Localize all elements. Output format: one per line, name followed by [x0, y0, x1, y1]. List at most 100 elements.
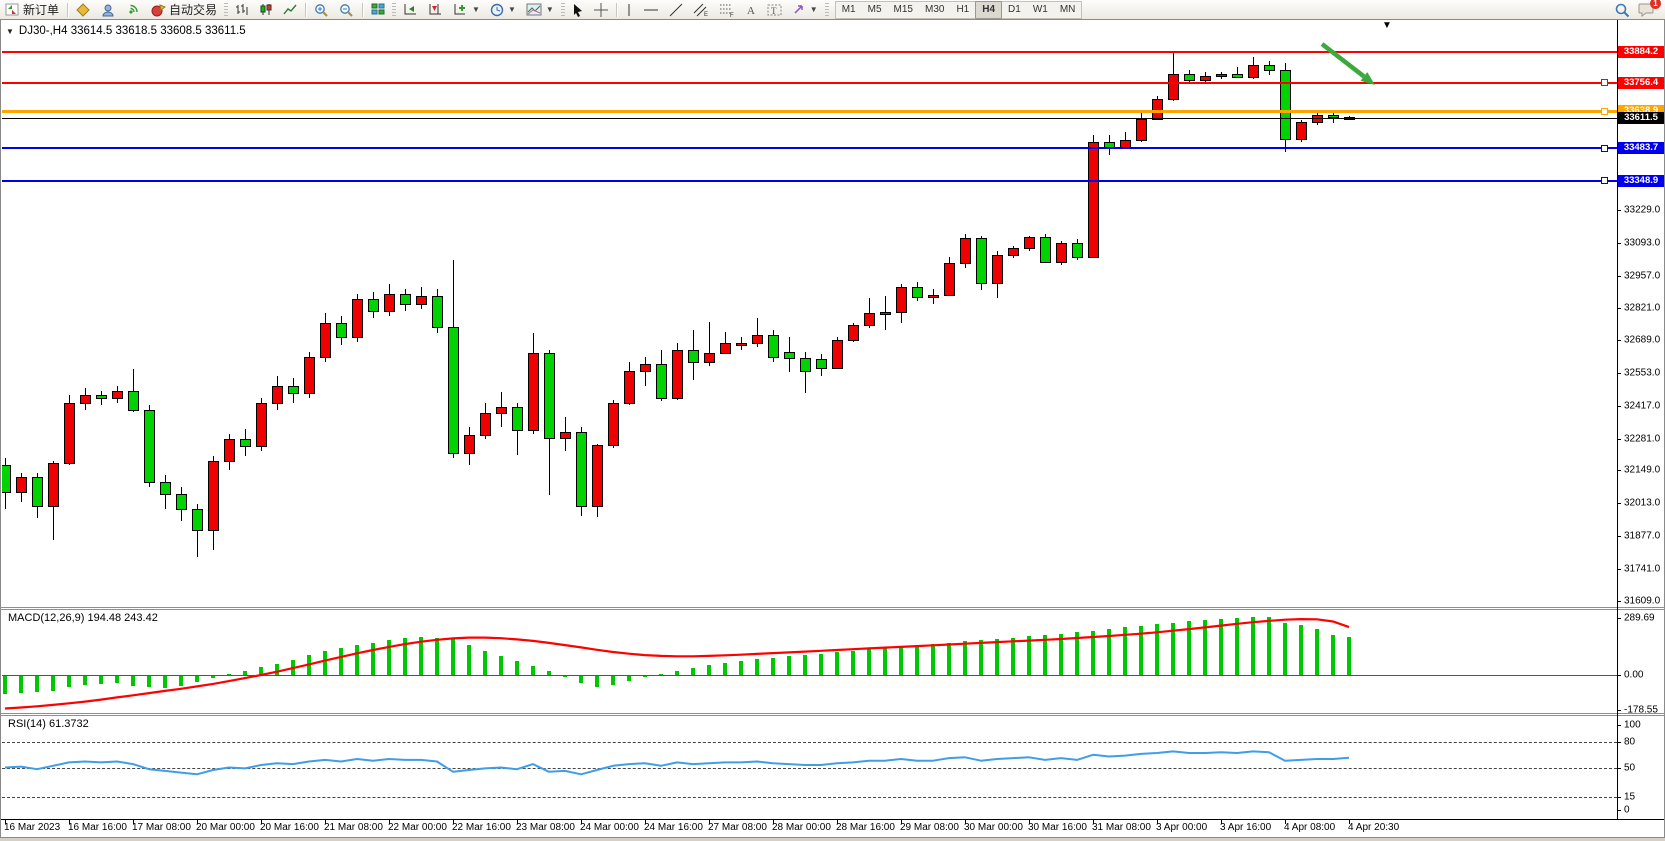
candle — [112, 390, 123, 399]
new-order-button[interactable]: 新订单 — [0, 1, 64, 18]
time-axis-tick — [325, 819, 326, 824]
price-chart-area[interactable] — [2, 36, 1616, 607]
zoom-in-button[interactable] — [309, 1, 334, 18]
horizontal-line-object[interactable] — [2, 109, 1617, 113]
auto-scroll-button[interactable] — [398, 1, 423, 18]
profiles-button[interactable] — [96, 1, 121, 18]
notifications-button[interactable]: 1 — [1638, 0, 1661, 17]
autotrading-label: 自动交易 — [169, 3, 218, 17]
signals-button[interactable] — [121, 1, 146, 18]
candle — [688, 350, 699, 364]
candle — [736, 343, 747, 347]
y-axis-tick — [1617, 503, 1621, 505]
equidistant-channel-button[interactable]: E — [688, 1, 714, 18]
panel-separator[interactable] — [0, 713, 1665, 714]
tile-windows-button[interactable] — [366, 1, 390, 18]
notification-badge: 1 — [1650, 0, 1661, 9]
chart-title-text: DJ30-,H4 33614.5 33618.5 33608.5 33611.5 — [18, 25, 246, 37]
arrows-button[interactable]: ▼ — [787, 1, 823, 18]
rsi-scale-tick — [1617, 767, 1621, 769]
y-axis-label: 32013.0 — [1624, 497, 1661, 509]
y-axis-tick — [1617, 308, 1621, 310]
time-axis-label: 20 Mar 00:00 — [196, 822, 255, 833]
timeframe-button-MN[interactable]: MN — [1059, 3, 1076, 15]
candle — [944, 262, 955, 296]
macd-histogram-bar — [1011, 637, 1015, 675]
timeframe-button-H1[interactable]: H1 — [956, 3, 970, 15]
timeframe-button-D1[interactable]: D1 — [1008, 3, 1021, 15]
line-handle[interactable] — [1601, 144, 1608, 152]
add-indicator-button[interactable]: ▼ — [448, 1, 485, 18]
macd-histogram-bar — [595, 675, 599, 687]
bar-chart-button[interactable] — [230, 1, 254, 18]
candlestick-chart-button[interactable] — [254, 1, 278, 18]
line-chart-button[interactable] — [278, 1, 302, 18]
time-axis-label: 28 Mar 00:00 — [772, 822, 831, 833]
crosshair-button[interactable] — [589, 1, 613, 18]
timeframe-button-M1[interactable]: M1 — [841, 3, 856, 15]
candle — [448, 326, 459, 455]
line-handle[interactable] — [1601, 177, 1608, 185]
rsi-scale-label: 50 — [1624, 762, 1636, 773]
timeframe-button-M5[interactable]: M5 — [867, 3, 882, 15]
horizontal-line-button[interactable] — [638, 1, 664, 18]
chart-shift-marker-icon[interactable]: ▼ — [1382, 20, 1392, 31]
time-axis-tick — [581, 819, 582, 824]
macd-histogram-bar — [1315, 628, 1319, 675]
y-axis-tick — [1617, 209, 1621, 211]
periods-button[interactable]: ▼ — [485, 1, 521, 18]
time-axis-tick — [965, 819, 966, 824]
vertical-line-button[interactable] — [620, 1, 638, 18]
time-axis-label: 29 Mar 08:00 — [900, 822, 959, 833]
candle — [528, 352, 539, 431]
panel-separator[interactable] — [0, 607, 1665, 608]
macd-histogram-bar — [739, 660, 743, 675]
candle — [64, 402, 75, 464]
candle — [1328, 114, 1339, 118]
macd-histogram-bar — [435, 637, 439, 675]
timeframe-button-W1[interactable]: W1 — [1032, 3, 1048, 15]
candle — [96, 395, 107, 399]
zoom-out-button[interactable] — [334, 1, 359, 18]
chart-shift-button[interactable] — [423, 1, 448, 18]
rsi-scale-tick — [1617, 725, 1621, 726]
line-handle[interactable] — [1601, 79, 1608, 87]
y-axis-tick — [1617, 372, 1621, 374]
y-axis-tick — [1617, 568, 1621, 570]
price-scale-axis[interactable] — [1617, 20, 1618, 819]
auto-scroll-icon — [404, 4, 417, 15]
candle — [960, 237, 971, 264]
time-axis-label: 23 Mar 08:00 — [516, 822, 575, 833]
time-axis-tick — [901, 819, 902, 824]
autotrading-button[interactable]: 自动交易 — [146, 1, 222, 18]
timeframe-button-H4[interactable]: H4 — [975, 0, 1003, 19]
candle — [480, 412, 491, 436]
y-axis-label: 32281.0 — [1624, 433, 1661, 445]
search-icon[interactable] — [1614, 2, 1630, 18]
title-caret-icon[interactable]: ▼ — [6, 26, 14, 36]
horizontal-line-object[interactable] — [2, 179, 1617, 182]
horizontal-line-object[interactable] — [2, 81, 1617, 84]
candle — [512, 406, 523, 431]
fibonacci-button[interactable]: F — [714, 1, 740, 18]
candle — [320, 323, 331, 358]
text-button[interactable]: A — [740, 1, 762, 18]
candle — [496, 406, 507, 414]
equidistant-channel-icon: E — [693, 3, 708, 17]
y-axis-label: 32553.0 — [1624, 367, 1661, 379]
horizontal-line-object[interactable] — [2, 50, 1617, 53]
templates-button[interactable]: ▼ — [521, 1, 559, 18]
timeframe-button-M15[interactable]: M15 — [893, 3, 913, 15]
candle — [768, 335, 779, 359]
cursor-button[interactable] — [567, 1, 589, 18]
new-order-label: 新订单 — [23, 3, 60, 17]
timeframe-button-M30[interactable]: M30 — [924, 3, 945, 15]
macd-panel[interactable] — [2, 611, 1616, 712]
horizontal-line-object[interactable] — [2, 147, 1617, 150]
chart-profile-button[interactable] — [71, 1, 96, 18]
candle — [976, 237, 987, 284]
candle — [464, 434, 475, 455]
text-label-button[interactable]: T — [762, 1, 787, 18]
trendline-button[interactable] — [664, 1, 688, 18]
line-handle[interactable] — [1601, 107, 1608, 115]
